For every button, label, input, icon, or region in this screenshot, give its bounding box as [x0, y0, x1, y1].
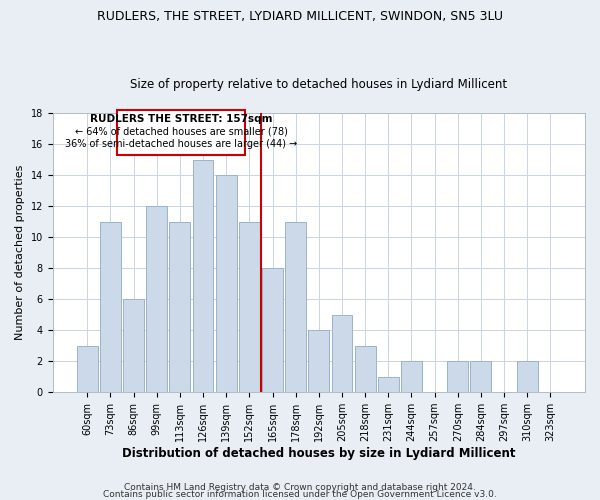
Bar	[77, 346, 98, 392]
Text: Contains public sector information licensed under the Open Government Licence v3: Contains public sector information licen…	[103, 490, 497, 499]
Bar	[100, 222, 121, 392]
Bar	[118, 110, 245, 155]
Bar	[378, 376, 399, 392]
Bar	[470, 361, 491, 392]
Bar	[308, 330, 329, 392]
Bar	[517, 361, 538, 392]
Text: Contains HM Land Registry data © Crown copyright and database right 2024.: Contains HM Land Registry data © Crown c…	[124, 484, 476, 492]
Bar	[355, 346, 376, 392]
Text: ← 64% of detached houses are smaller (78): ← 64% of detached houses are smaller (78…	[74, 126, 287, 136]
Y-axis label: Number of detached properties: Number of detached properties	[15, 165, 25, 340]
Bar	[332, 314, 352, 392]
Text: RUDLERS, THE STREET, LYDIARD MILLICENT, SWINDON, SN5 3LU: RUDLERS, THE STREET, LYDIARD MILLICENT, …	[97, 10, 503, 23]
Text: 36% of semi-detached houses are larger (44) →: 36% of semi-detached houses are larger (…	[65, 138, 297, 148]
Bar	[193, 160, 214, 392]
Bar	[216, 175, 236, 392]
Bar	[123, 299, 144, 392]
Bar	[169, 222, 190, 392]
X-axis label: Distribution of detached houses by size in Lydiard Millicent: Distribution of detached houses by size …	[122, 447, 515, 460]
Title: Size of property relative to detached houses in Lydiard Millicent: Size of property relative to detached ho…	[130, 78, 508, 91]
Bar	[146, 206, 167, 392]
Bar	[262, 268, 283, 392]
Text: RUDLERS THE STREET: 157sqm: RUDLERS THE STREET: 157sqm	[90, 114, 272, 124]
Bar	[401, 361, 422, 392]
Bar	[285, 222, 306, 392]
Bar	[239, 222, 260, 392]
Bar	[448, 361, 468, 392]
